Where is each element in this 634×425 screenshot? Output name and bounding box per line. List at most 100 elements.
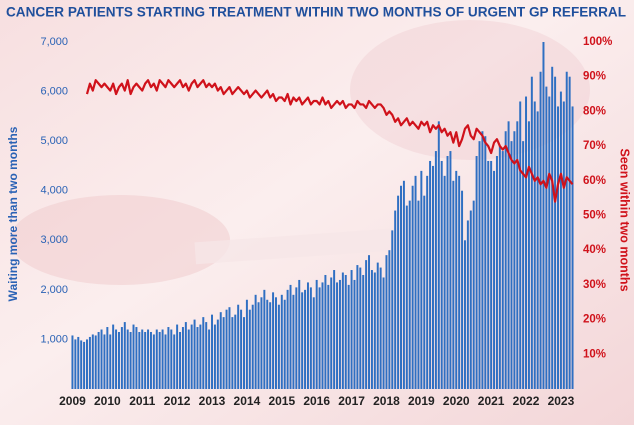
- bar: [420, 170, 423, 389]
- bar: [152, 334, 155, 389]
- bar: [304, 289, 307, 389]
- bar: [394, 210, 397, 389]
- x-tick-label: 2021: [478, 394, 505, 408]
- y2-tick-label: 60%: [583, 175, 606, 187]
- bar: [484, 136, 487, 389]
- bar: [190, 324, 193, 389]
- y-tick-label: 5,000: [40, 135, 68, 147]
- bar: [463, 240, 466, 389]
- bar: [455, 170, 458, 389]
- bar: [286, 289, 289, 389]
- y2-tick-label: 80%: [583, 105, 606, 117]
- bar: [481, 131, 484, 389]
- y2-tick-label: 70%: [583, 140, 606, 152]
- bar: [417, 200, 420, 389]
- bar: [510, 141, 513, 389]
- bar: [248, 309, 251, 389]
- bar: [353, 279, 356, 389]
- y-axis-label: Waiting more than two months: [6, 126, 20, 301]
- bar: [240, 309, 243, 389]
- bar: [370, 270, 373, 389]
- bar: [295, 287, 298, 389]
- bar: [516, 121, 519, 390]
- bar: [379, 267, 382, 389]
- bar: [202, 317, 205, 389]
- bar: [237, 304, 240, 389]
- bar: [173, 334, 176, 389]
- bar: [193, 319, 196, 389]
- bar: [301, 292, 304, 389]
- bar: [568, 76, 571, 389]
- bar: [525, 96, 528, 390]
- x-tick-label: 2012: [164, 394, 191, 408]
- bar: [260, 297, 263, 389]
- y-tick-label: 1,000: [40, 333, 68, 345]
- bar: [539, 71, 542, 389]
- bar: [408, 200, 411, 389]
- bar: [504, 131, 507, 389]
- bar: [266, 299, 269, 389]
- bar: [557, 106, 559, 389]
- bar: [277, 304, 280, 389]
- bar: [219, 312, 222, 389]
- bar: [466, 220, 469, 389]
- bar: [155, 329, 158, 389]
- bar: [350, 270, 353, 389]
- bar: [158, 331, 161, 389]
- bar: [257, 302, 260, 389]
- bar: [88, 336, 91, 389]
- bar: [359, 267, 362, 389]
- background-shape: [350, 20, 590, 160]
- bar: [103, 334, 106, 389]
- bar: [327, 284, 330, 389]
- bar: [434, 151, 437, 389]
- bar: [533, 101, 536, 389]
- bar: [283, 299, 286, 389]
- bar: [545, 86, 548, 389]
- bar: [251, 304, 254, 389]
- bar: [306, 282, 309, 389]
- bar: [117, 331, 120, 389]
- bar: [373, 272, 376, 389]
- y2-axis-label: Seen within two months: [618, 148, 632, 291]
- bar: [222, 317, 225, 389]
- bar: [106, 327, 109, 389]
- bar: [144, 331, 147, 389]
- x-tick-label: 2013: [199, 394, 226, 408]
- bar: [263, 289, 266, 389]
- bar: [91, 334, 94, 389]
- x-tick-label: 2019: [408, 394, 435, 408]
- bar: [414, 175, 417, 389]
- bar: [391, 230, 394, 389]
- bar: [115, 329, 118, 389]
- bar: [138, 331, 141, 389]
- bar: [356, 265, 359, 389]
- bar: [97, 331, 100, 389]
- y2-tick-label: 30%: [583, 279, 606, 291]
- bar: [565, 71, 568, 389]
- bar: [458, 175, 461, 389]
- bar: [429, 160, 432, 389]
- y2-tick-label: 10%: [583, 348, 606, 360]
- bar: [167, 327, 170, 389]
- bar: [536, 111, 539, 390]
- bar: [196, 327, 199, 389]
- bar: [213, 324, 216, 389]
- bar: [245, 299, 248, 389]
- bar: [513, 131, 516, 389]
- bar: [548, 96, 551, 390]
- bar: [400, 185, 402, 389]
- bar: [269, 302, 272, 389]
- bar: [179, 331, 182, 389]
- bar: [164, 334, 167, 389]
- bar: [330, 277, 333, 389]
- bar: [205, 322, 208, 389]
- bar: [225, 309, 228, 389]
- bar: [170, 329, 173, 389]
- bar: [181, 327, 184, 389]
- y-tick-label: 4,000: [40, 185, 68, 197]
- bar: [446, 156, 449, 389]
- bar: [402, 180, 405, 389]
